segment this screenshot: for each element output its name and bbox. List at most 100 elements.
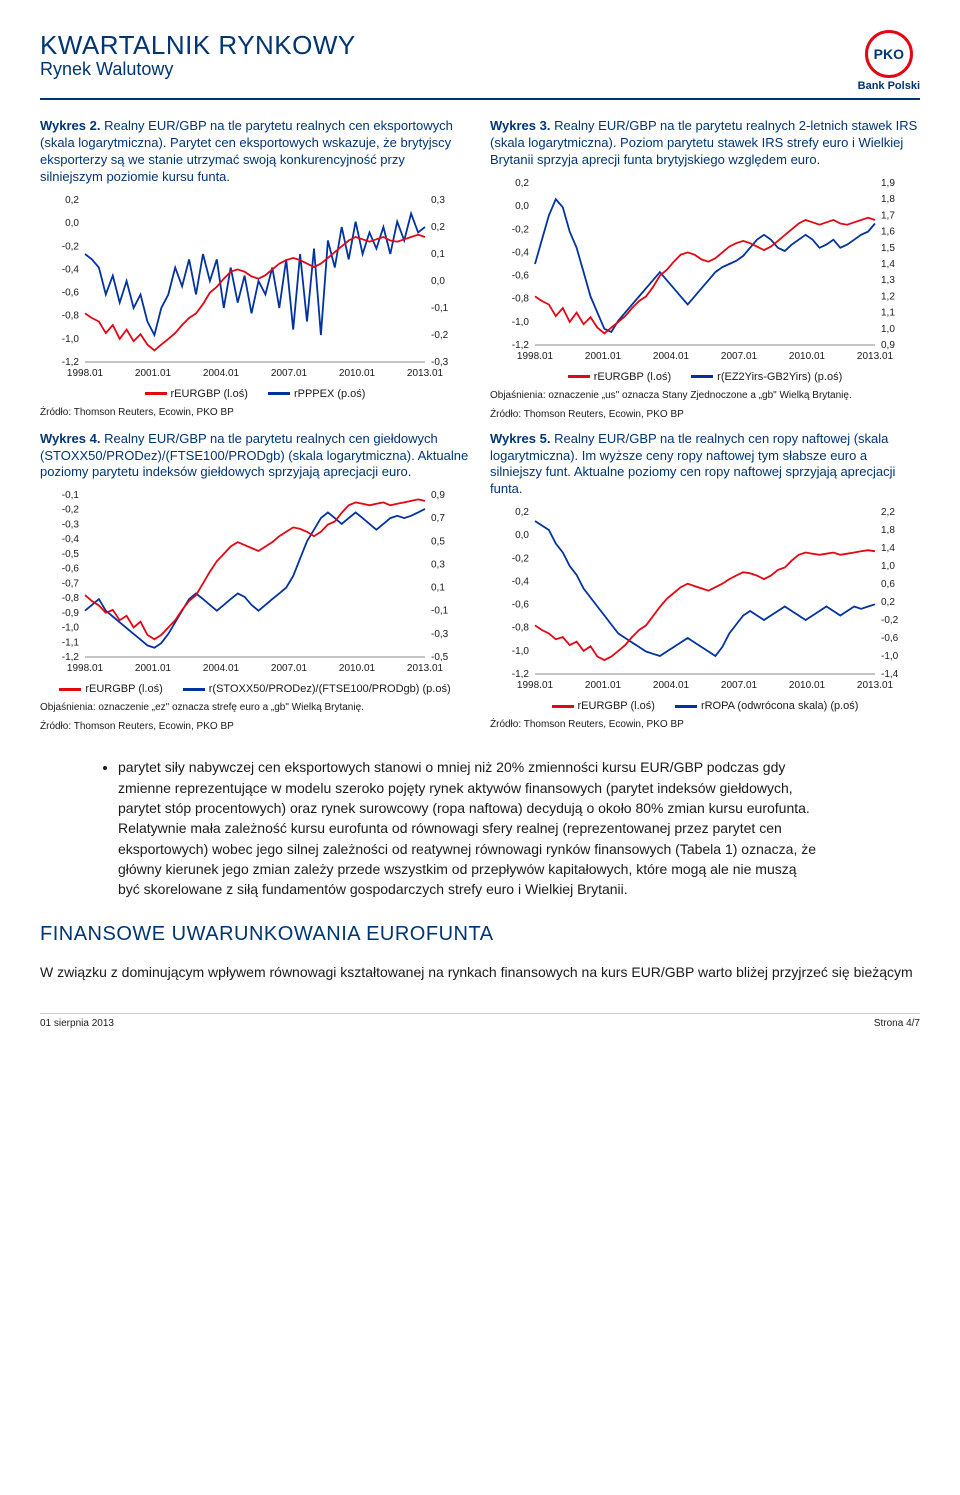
- svg-text:1998.01: 1998.01: [517, 680, 554, 691]
- svg-text:0,2: 0,2: [515, 178, 529, 189]
- svg-text:1,9: 1,9: [881, 178, 895, 189]
- svg-text:-0,2: -0,2: [512, 554, 530, 565]
- c3-svg: 0,20,0-0,2-0,4-0,6-0,8-1,0-1,21,91,81,71…: [490, 175, 920, 375]
- svg-text:1,7: 1,7: [881, 210, 895, 221]
- body-paragraph: parytet siły nabywczej cen eksportowych …: [100, 757, 820, 899]
- svg-text:-1,2: -1,2: [62, 652, 80, 663]
- footer-page: Strona 4/7: [874, 1018, 920, 1029]
- legend-item: r(STOXX50/PRODez)/(FTSE100/PRODgb) (p.oś…: [183, 683, 451, 695]
- c2-title: Wykres 2. Realny EUR/GBP na tle parytetu…: [40, 118, 470, 186]
- svg-text:1998.01: 1998.01: [517, 351, 554, 362]
- svg-text:2010.01: 2010.01: [339, 663, 376, 674]
- legend-swatch-icon: [552, 705, 574, 708]
- svg-text:0,2: 0,2: [515, 507, 529, 518]
- c3-title: Wykres 3. Realny EUR/GBP na tle parytetu…: [490, 118, 920, 169]
- legend-swatch-icon: [268, 392, 290, 395]
- svg-text:2010.01: 2010.01: [339, 368, 376, 379]
- svg-text:1,5: 1,5: [881, 242, 895, 253]
- svg-text:-0,1: -0,1: [62, 490, 80, 501]
- title-sub: Rynek Walutowy: [40, 59, 356, 80]
- legend-label: rEURGBP (l.oś): [594, 371, 671, 383]
- svg-text:2,2: 2,2: [881, 507, 895, 518]
- svg-text:2001.01: 2001.01: [135, 368, 172, 379]
- legend-label: rEURGBP (l.oś): [171, 388, 248, 400]
- svg-text:0,0: 0,0: [65, 218, 79, 229]
- svg-text:-0,6: -0,6: [881, 633, 899, 644]
- section-heading: FINANSOWE UWARUNKOWANIA EUROFUNTA: [40, 923, 920, 946]
- c5-svg: 0,20,0-0,2-0,4-0,6-0,8-1,0-1,22,21,81,41…: [490, 504, 920, 704]
- legend-swatch-icon: [183, 688, 205, 691]
- footer-date: 01 sierpnia 2013: [40, 1018, 114, 1029]
- chart-2-block: Wykres 2. Realny EUR/GBP na tle parytetu…: [40, 118, 470, 421]
- charts-grid: Wykres 2. Realny EUR/GBP na tle parytetu…: [40, 118, 920, 733]
- svg-text:-0,4: -0,4: [512, 247, 530, 258]
- legend-swatch-icon: [675, 705, 697, 708]
- c5-title: Wykres 5. Realny EUR/GBP na tle realnych…: [490, 431, 920, 499]
- svg-text:2007.01: 2007.01: [271, 663, 308, 674]
- svg-text:-0,4: -0,4: [512, 577, 530, 588]
- c4-note: Objaśnienia: oznaczenie „ez" oznacza str…: [40, 701, 470, 714]
- svg-text:1,4: 1,4: [881, 543, 895, 554]
- svg-text:-0,2: -0,2: [881, 615, 899, 626]
- svg-text:-0,5: -0,5: [431, 652, 449, 663]
- svg-text:2010.01: 2010.01: [789, 680, 826, 691]
- legend-label: rPPPEX (p.oś): [294, 388, 366, 400]
- chart-5-block: Wykres 5. Realny EUR/GBP na tle realnych…: [490, 431, 920, 734]
- c2-source: Źródło: Thomson Reuters, Ecowin, PKO BP: [40, 406, 470, 419]
- svg-text:2004.01: 2004.01: [653, 680, 690, 691]
- c5-source: Źródło: Thomson Reuters, Ecowin, PKO BP: [490, 718, 920, 731]
- c3-note: Objaśnienia: oznaczenie „us" oznacza Sta…: [490, 389, 920, 402]
- svg-text:0,6: 0,6: [881, 579, 895, 590]
- svg-text:-0,6: -0,6: [62, 287, 80, 298]
- legend-item: rROPA (odwrócona skala) (p.oś): [675, 700, 859, 712]
- legend-item: rEURGBP (l.oś): [568, 371, 671, 383]
- svg-text:2013.01: 2013.01: [857, 680, 894, 691]
- svg-text:2013.01: 2013.01: [857, 351, 894, 362]
- body-bullet: parytet siły nabywczej cen eksportowych …: [118, 757, 820, 899]
- svg-text:0,3: 0,3: [431, 560, 445, 571]
- page-footer: 01 sierpnia 2013 Strona 4/7: [40, 1013, 920, 1029]
- svg-text:0,2: 0,2: [431, 222, 445, 233]
- chart-4-block: Wykres 4. Realny EUR/GBP na tle parytetu…: [40, 431, 470, 734]
- c3-source: Źródło: Thomson Reuters, Ecowin, PKO BP: [490, 408, 920, 421]
- svg-text:1998.01: 1998.01: [67, 368, 104, 379]
- legend-label: r(EZ2Yirs-GB2Yirs) (p.oś): [717, 371, 842, 383]
- svg-text:0,0: 0,0: [515, 530, 529, 541]
- c2-svg: 0,20,0-0,2-0,4-0,6-0,8-1,0-1,20,30,20,10…: [40, 192, 470, 392]
- svg-text:-0,4: -0,4: [62, 264, 80, 275]
- svg-text:-0,5: -0,5: [62, 549, 80, 560]
- svg-text:-0,6: -0,6: [512, 600, 530, 611]
- legend-label: r(STOXX50/PRODez)/(FTSE100/PRODgb) (p.oś…: [209, 683, 451, 695]
- svg-text:0,9: 0,9: [881, 340, 895, 351]
- svg-text:-1,0: -1,0: [62, 623, 80, 634]
- svg-text:0,9: 0,9: [431, 490, 445, 501]
- closing-paragraph: W związku z dominującym wpływem równowag…: [40, 962, 920, 982]
- svg-text:-1,0: -1,0: [512, 317, 530, 328]
- legend-item: rPPPEX (p.oś): [268, 388, 366, 400]
- svg-text:1998.01: 1998.01: [67, 663, 104, 674]
- page-header: KWARTALNIK RYNKOWY Rynek Walutowy PKO Ba…: [40, 30, 920, 100]
- svg-text:0,1: 0,1: [431, 249, 445, 260]
- svg-text:0,2: 0,2: [881, 597, 895, 608]
- svg-text:-0,2: -0,2: [62, 505, 80, 516]
- svg-text:-0,7: -0,7: [62, 579, 80, 590]
- c5-legend: rEURGBP (l.oś) rROPA (odwrócona skala) (p…: [490, 700, 920, 712]
- svg-text:1,3: 1,3: [881, 275, 895, 286]
- svg-text:2013.01: 2013.01: [407, 368, 444, 379]
- svg-text:2007.01: 2007.01: [721, 680, 758, 691]
- legend-item: rEURGBP (l.oś): [552, 700, 655, 712]
- logo-circle-icon: PKO: [865, 30, 913, 78]
- svg-text:2010.01: 2010.01: [789, 351, 826, 362]
- svg-text:0,2: 0,2: [65, 195, 79, 206]
- svg-text:-0,6: -0,6: [62, 564, 80, 575]
- svg-text:-0,8: -0,8: [62, 310, 80, 321]
- svg-text:0,0: 0,0: [515, 201, 529, 212]
- svg-text:0,3: 0,3: [431, 195, 445, 206]
- svg-text:-1,1: -1,1: [62, 638, 80, 649]
- bank-logo: PKO Bank Polski: [858, 30, 920, 92]
- svg-text:0,0: 0,0: [431, 276, 445, 287]
- svg-text:2013.01: 2013.01: [407, 663, 444, 674]
- svg-text:0,7: 0,7: [431, 513, 445, 524]
- svg-text:-0,2: -0,2: [512, 224, 530, 235]
- svg-text:-0,3: -0,3: [431, 629, 449, 640]
